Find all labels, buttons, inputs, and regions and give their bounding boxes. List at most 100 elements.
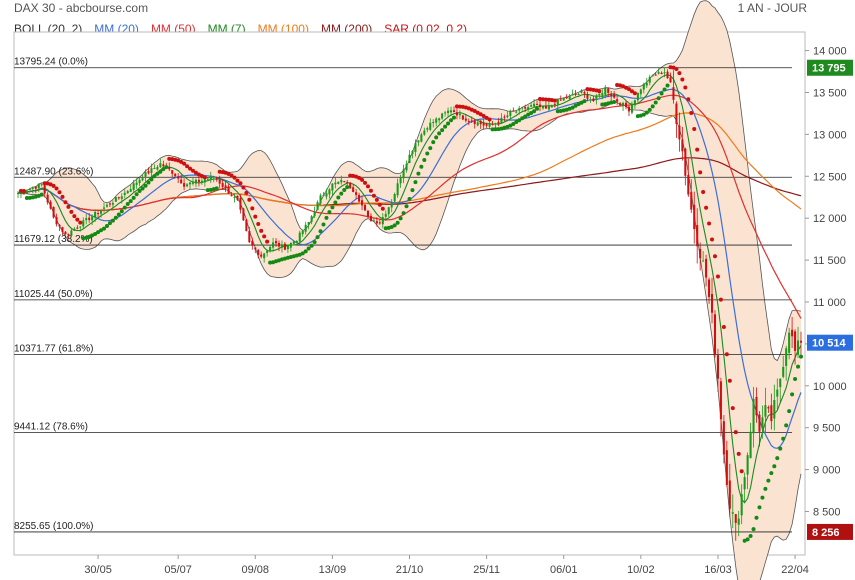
sar-dot bbox=[226, 171, 231, 176]
candle-body bbox=[123, 192, 126, 196]
candle-body bbox=[684, 148, 687, 176]
sar-dot bbox=[122, 205, 127, 210]
sar-dot bbox=[579, 100, 584, 105]
sar-dot bbox=[739, 469, 744, 474]
candle-body bbox=[604, 87, 607, 95]
candle-body bbox=[200, 180, 203, 183]
sar-dot bbox=[72, 214, 77, 219]
sar-dot bbox=[796, 364, 801, 369]
sar-dot bbox=[724, 352, 729, 357]
candle-body bbox=[159, 163, 162, 168]
candle-body bbox=[94, 211, 97, 218]
x-tick-label: 10/02 bbox=[627, 564, 655, 576]
sar-dot bbox=[416, 171, 421, 176]
candle-body bbox=[212, 176, 215, 178]
sar-dot bbox=[342, 187, 347, 192]
candle-body bbox=[515, 111, 518, 113]
candle-body bbox=[224, 185, 227, 188]
candle-body bbox=[355, 192, 358, 195]
candle-body bbox=[547, 105, 550, 110]
candle-body bbox=[420, 134, 423, 142]
candle-body bbox=[191, 181, 195, 184]
sar-dot bbox=[454, 104, 459, 109]
sar-dot bbox=[437, 131, 442, 136]
sar-dot bbox=[229, 173, 234, 178]
candle-body bbox=[280, 244, 284, 248]
candle-body bbox=[209, 175, 212, 180]
candle-body bbox=[239, 198, 242, 210]
sar-dot bbox=[517, 118, 522, 123]
candle-body bbox=[788, 332, 791, 353]
sar-dot bbox=[561, 108, 566, 113]
sar-dot bbox=[591, 87, 596, 92]
sar-dot bbox=[653, 100, 658, 105]
sar-dot bbox=[87, 234, 92, 239]
x-tick-label: 30/05 bbox=[84, 564, 112, 576]
price-badge-low bbox=[807, 523, 853, 540]
sar-dot bbox=[232, 175, 237, 180]
candle-body bbox=[702, 260, 705, 262]
sar-dot bbox=[253, 214, 258, 219]
candle-body bbox=[690, 191, 693, 210]
candle-body bbox=[743, 477, 746, 490]
candle-body bbox=[491, 123, 494, 125]
candle-body bbox=[295, 241, 298, 243]
sar-dot bbox=[24, 195, 29, 200]
candle-body bbox=[435, 118, 438, 123]
candle-body bbox=[215, 177, 218, 180]
candle-body bbox=[304, 224, 307, 232]
candle-body bbox=[521, 107, 524, 109]
period-label: 1 AN - JOUR bbox=[737, 1, 807, 15]
sar-dot bbox=[336, 195, 341, 200]
sar-dot bbox=[715, 274, 720, 279]
sar-dot bbox=[721, 324, 726, 329]
fibonacci-label: 13795.24 (0.0%) bbox=[14, 57, 88, 68]
sar-dot bbox=[644, 110, 649, 115]
candle-body bbox=[755, 396, 758, 416]
sar-dot bbox=[763, 486, 768, 491]
candle-body bbox=[693, 204, 696, 230]
sar-dot bbox=[119, 209, 124, 214]
sar-dot bbox=[662, 87, 667, 92]
candle-body bbox=[455, 112, 458, 116]
candle-body bbox=[663, 72, 666, 74]
sar-dot bbox=[368, 188, 373, 193]
sar-dot bbox=[487, 117, 492, 122]
sar-dot bbox=[736, 451, 741, 456]
sar-dot bbox=[490, 127, 495, 132]
candle-body bbox=[319, 195, 322, 204]
sar-dot bbox=[345, 185, 350, 190]
candle-body bbox=[708, 279, 711, 297]
candle-body bbox=[171, 170, 174, 174]
candle-body bbox=[34, 186, 37, 189]
candle-body bbox=[710, 293, 714, 313]
sar-dot bbox=[781, 436, 786, 441]
x-tick-label: 09/08 bbox=[242, 564, 270, 576]
sar-dot bbox=[143, 183, 148, 188]
price-badge-label: 8 256 bbox=[812, 527, 840, 539]
candle-body bbox=[627, 106, 631, 112]
candle-body bbox=[607, 88, 610, 93]
sar-dot bbox=[371, 193, 376, 198]
sar-dot bbox=[540, 97, 545, 102]
price-badge-last bbox=[807, 334, 853, 351]
sar-dot bbox=[457, 104, 462, 109]
candle-body bbox=[91, 216, 94, 221]
candle-body bbox=[770, 405, 773, 422]
candle-body bbox=[85, 218, 88, 221]
candle-body bbox=[675, 103, 678, 124]
candle-body bbox=[138, 179, 141, 184]
sar-dot bbox=[54, 186, 59, 191]
sar-dot bbox=[757, 505, 762, 510]
candle-body bbox=[197, 179, 200, 182]
candle-body bbox=[31, 187, 34, 189]
sar-dot bbox=[632, 91, 637, 96]
candle-body bbox=[150, 168, 153, 173]
candle-body bbox=[49, 201, 52, 209]
sar-dot bbox=[621, 84, 626, 89]
candle-body bbox=[610, 93, 613, 96]
candle-body bbox=[639, 89, 642, 95]
candle-body bbox=[82, 220, 85, 227]
sar-dot bbox=[508, 123, 513, 128]
